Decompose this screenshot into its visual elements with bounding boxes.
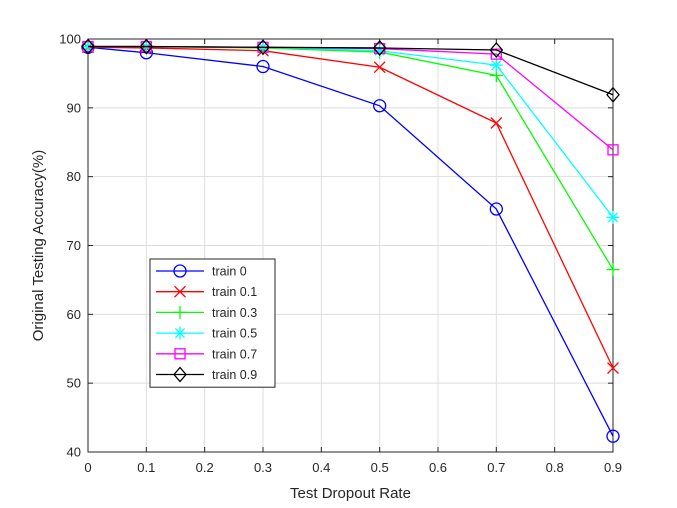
legend-item: train 0.7 [156, 347, 257, 361]
legend-box [149, 258, 276, 388]
y-tick-label: 80 [67, 169, 81, 184]
x-tick-label: 0.5 [371, 460, 389, 475]
legend-marker [173, 326, 187, 340]
legend-label: train 0.7 [212, 347, 257, 361]
x-tick-label: 0.9 [604, 460, 622, 475]
data-point [81, 38, 95, 55]
legend-marker [173, 305, 187, 319]
legend-item: train 0.9 [156, 366, 257, 383]
x-axis-label: Test Dropout Rate [290, 485, 411, 502]
x-tick-label: 0.8 [546, 460, 564, 475]
x-tick-label: 0.6 [429, 460, 447, 475]
x-tick-label: 0 [84, 460, 91, 475]
legend-item: train 0 [156, 264, 247, 279]
marker-shape [606, 86, 620, 103]
legend-item: train 0.5 [156, 326, 257, 341]
y-tick-label: 50 [67, 376, 81, 391]
series-line [88, 45, 614, 218]
y-tick-label: 70 [67, 238, 81, 253]
legend-label: train 0.5 [212, 327, 257, 341]
legend-label: train 0.3 [212, 306, 257, 320]
series-train-0-5 [81, 40, 620, 224]
axis-ticks [87, 38, 614, 453]
data-point [490, 48, 502, 60]
data-point [606, 429, 620, 443]
marker-shape [490, 117, 503, 129]
data-point [489, 58, 503, 72]
data-point [372, 39, 387, 56]
y-tick-label: 90 [67, 100, 81, 115]
marker-shape [606, 429, 620, 443]
marker-shape [607, 144, 619, 156]
x-tick-label: 0.7 [487, 460, 505, 475]
legend-label: train 0.9 [212, 368, 257, 382]
series-train-0-7 [82, 40, 619, 156]
data-point [256, 39, 270, 56]
marker-shape [489, 202, 503, 216]
series-line [87, 46, 614, 437]
grid-lines [87, 38, 614, 453]
tick-labels: 0 0.1 0.2 0.3 0.4 0.5 0.6 0.7 0.8 0.9 40 50 60 70 80 90… [59, 32, 622, 476]
x-tick-label: 0.4 [312, 460, 330, 475]
marker-shape [489, 42, 504, 59]
marker-shape [174, 348, 186, 360]
y-tick-label: 60 [67, 307, 81, 322]
data-point [373, 99, 387, 113]
y-tick-label: 40 [67, 445, 81, 460]
data-point [489, 202, 503, 216]
data-point [489, 42, 504, 59]
legend-marker [173, 264, 187, 278]
y-axis-label: Original Testing Accuracy(%) [30, 150, 47, 341]
marker-shape [490, 48, 502, 60]
data-point [607, 144, 619, 156]
marker-shape [491, 60, 502, 71]
marker-shape [373, 61, 386, 74]
marker-shape [607, 362, 619, 374]
data-point [139, 38, 154, 55]
marker-shape [373, 99, 387, 113]
legend-marker [174, 348, 186, 360]
legend-item: train 0.3 [156, 305, 257, 320]
x-tick-label: 0.1 [137, 460, 155, 475]
marker-shape [174, 285, 186, 298]
marker-shape [173, 366, 187, 383]
data-point [606, 210, 620, 224]
marker-shape [607, 212, 619, 223]
marker-shape [174, 328, 186, 339]
data-point [606, 86, 620, 103]
series-line [87, 46, 614, 369]
marker-shape [372, 39, 387, 56]
legend-marker [174, 285, 186, 298]
series-train-0-3 [81, 40, 620, 277]
data-point [373, 61, 386, 74]
marker-shape [256, 39, 270, 56]
x-tick-label: 0.2 [196, 460, 214, 475]
data-point [256, 59, 270, 74]
x-tick-label: 0.3 [254, 460, 272, 475]
marker-shape [173, 264, 187, 278]
series-line [88, 45, 614, 151]
legend-label: train 0 [212, 265, 247, 279]
data-point [606, 263, 620, 277]
legend-marker [173, 366, 187, 383]
series-line [88, 45, 614, 270]
series-layer [81, 38, 620, 443]
legend-item: train 0.1 [156, 285, 257, 299]
legend-label: train 0.1 [212, 285, 257, 299]
series-train-0-9 [81, 38, 620, 103]
data-point [490, 117, 503, 129]
y-tick-label: 100 [59, 32, 81, 47]
data-point [607, 362, 619, 374]
marker-shape [256, 59, 270, 74]
marker-shape [81, 38, 95, 55]
legend: train 0 train 0.1 train 0.3 train 0.5 train … [149, 258, 276, 388]
marker-shape [139, 38, 154, 55]
series-train-0 [81, 40, 620, 443]
series-line [88, 45, 614, 96]
